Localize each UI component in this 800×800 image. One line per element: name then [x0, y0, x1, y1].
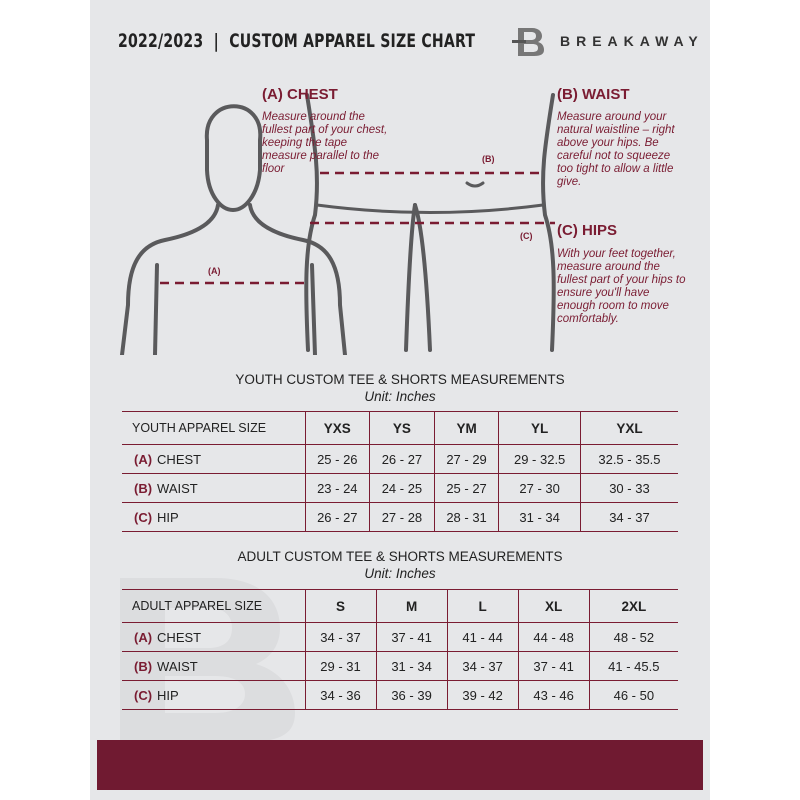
measurement-cell: 25 - 26 — [304, 444, 370, 474]
measure-letter: (B) — [134, 480, 153, 496]
measurement-cell: 34 - 37 — [304, 622, 377, 652]
footer-band — [97, 740, 703, 790]
table-row: (C) HIP 26 - 27 27 - 28 28 - 31 31 - 34 34 - 3… — [122, 502, 678, 532]
size-header: YXL — [579, 411, 678, 445]
chest-heading: (A) CHEST — [262, 86, 338, 103]
measure-label: (A) CHEST — [122, 444, 305, 474]
measure-name: HIP — [157, 509, 179, 525]
measure-name: CHEST — [157, 451, 202, 467]
size-header: YM — [433, 411, 499, 445]
table-row: (B) WAIST 29 - 31 31 - 34 34 - 37 37 - 41 41 -… — [122, 651, 678, 681]
measurement-cell: 27 - 30 — [498, 473, 581, 503]
breakaway-logo-icon — [512, 28, 544, 56]
measurement-cell: 30 - 33 — [579, 473, 678, 503]
measurement-cell: 26 - 27 — [304, 502, 370, 532]
measurement-cell: 43 - 46 — [517, 680, 590, 710]
waist-instructions: Measure around your natural waistline – … — [557, 111, 675, 188]
size-header: XL — [517, 589, 590, 623]
adult-unit: Unit: Inches — [364, 566, 436, 581]
hips-marker: (C) — [520, 231, 533, 241]
youth-table-title: YOUTH CUSTOM TEE & SHORTS MEASUREMENTS — [235, 372, 565, 387]
table-row: (A) CHEST 25 - 26 26 - 27 27 - 29 29 - 32.5 32… — [122, 444, 678, 474]
measurement-cell: 46 - 50 — [588, 680, 678, 710]
adult-size-table: ADULT APPAREL SIZE S M L XL 2XL (A) CHEST 34 -… — [122, 589, 678, 710]
measurement-cell: 29 - 32.5 — [498, 444, 581, 474]
measurement-cell: 32.5 - 35.5 — [579, 444, 678, 474]
measurement-cell: 48 - 52 — [588, 622, 678, 652]
measure-letter: (B) — [134, 658, 153, 674]
hips-instructions: With your feet together, measure around … — [557, 248, 686, 325]
measure-name: WAIST — [157, 480, 198, 496]
measurement-cell: 23 - 24 — [304, 473, 370, 503]
measurement-cell: 37 - 41 — [375, 622, 448, 652]
measure-letter: (A) — [134, 629, 153, 645]
measurement-cell: 27 - 29 — [433, 444, 499, 474]
youth-size-table: YOUTH APPAREL SIZE YXS YS YM YL YXL (A) CHEST… — [122, 411, 678, 532]
measure-letter: (A) — [134, 451, 153, 467]
table-row: (A) CHEST 34 - 37 37 - 41 41 - 44 44 - 48 48 -… — [122, 622, 678, 652]
measurement-cell: 26 - 27 — [369, 444, 435, 474]
size-header: YXS — [304, 411, 370, 445]
waist-marker: (B) — [482, 154, 495, 164]
measure-label: (C) HIP — [122, 502, 305, 532]
size-header: M — [375, 589, 448, 623]
hips-heading: (C) HIPS — [557, 222, 617, 239]
measurement-cell: 27 - 28 — [369, 502, 435, 532]
size-header: 2XL — [588, 589, 678, 623]
measure-name: WAIST — [157, 658, 198, 674]
measure-label: (C) HIP — [122, 680, 305, 710]
youth-unit: Unit: Inches — [364, 389, 436, 404]
measurement-cell: 41 - 45.5 — [588, 651, 678, 681]
chest-instructions: Measure around the fullest part of your … — [262, 111, 388, 175]
measure-label: (A) CHEST — [122, 622, 305, 652]
measurement-cell: 31 - 34 — [375, 651, 448, 681]
measure-name: HIP — [157, 687, 179, 703]
size-header: YL — [498, 411, 581, 445]
waist-heading: (B) WAIST — [557, 86, 630, 103]
table-row: (B) WAIST 23 - 24 24 - 25 25 - 27 27 - 30 30 -… — [122, 473, 678, 503]
adult-table-title: ADULT CUSTOM TEE & SHORTS MEASUREMENTS — [237, 549, 563, 564]
brand-name: BREAKAWAY — [560, 33, 704, 49]
measurement-cell: 34 - 37 — [446, 651, 519, 681]
measurement-cell: 31 - 34 — [498, 502, 581, 532]
measure-letter: (C) — [134, 687, 153, 703]
measurement-cell: 28 - 31 — [433, 502, 499, 532]
measurement-cell: 39 - 42 — [446, 680, 519, 710]
table-header-row: ADULT APPAREL SIZE S M L XL 2XL — [122, 589, 678, 623]
measurement-cell: 41 - 44 — [446, 622, 519, 652]
measurement-cell: 34 - 36 — [304, 680, 377, 710]
size-header: S — [304, 589, 377, 623]
size-label: YOUTH APPAREL SIZE — [122, 411, 305, 445]
measurement-cell: 24 - 25 — [369, 473, 435, 503]
body-illustrations — [120, 93, 556, 355]
size-header: L — [446, 589, 519, 623]
measurement-cell: 36 - 39 — [375, 680, 448, 710]
measure-letter: (C) — [134, 509, 153, 525]
measurement-cell: 37 - 41 — [517, 651, 590, 681]
chest-marker: (A) — [208, 266, 221, 276]
measurement-cell: 44 - 48 — [517, 622, 590, 652]
measurement-cell: 34 - 37 — [579, 502, 678, 532]
table-row: (C) HIP 34 - 36 36 - 39 39 - 42 43 - 46 46 - 5… — [122, 680, 678, 710]
size-label: ADULT APPAREL SIZE — [122, 589, 305, 623]
size-header: YS — [369, 411, 435, 445]
page-title: 2022/2023 | CUSTOM APPAREL SIZE CHART — [118, 30, 476, 52]
table-header-row: YOUTH APPAREL SIZE YXS YS YM YL YXL — [122, 411, 678, 445]
measure-label: (B) WAIST — [122, 473, 305, 503]
measure-label: (B) WAIST — [122, 651, 305, 681]
measure-name: CHEST — [157, 629, 202, 645]
measurement-cell: 29 - 31 — [304, 651, 377, 681]
measurement-cell: 25 - 27 — [433, 473, 499, 503]
